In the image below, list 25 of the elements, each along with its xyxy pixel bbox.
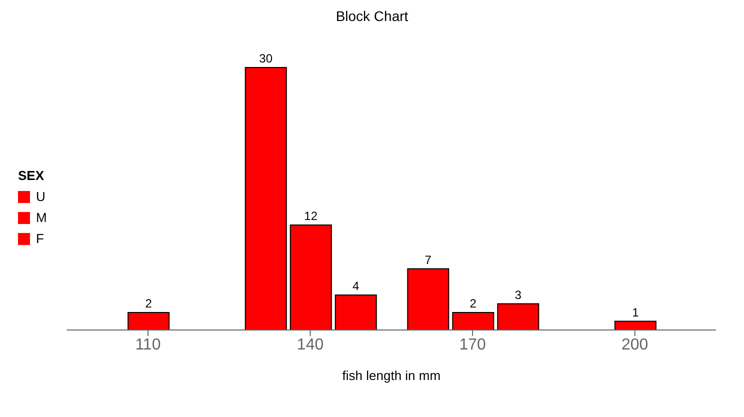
data-label: 3 [514,288,522,302]
legend-label: U [36,189,46,204]
data-label: 1 [632,305,640,320]
bar [497,303,540,330]
bar [290,224,332,330]
bar [334,294,377,330]
bar [128,312,170,330]
legend-label: F [36,231,44,246]
x-tick-label: 110 [135,336,161,354]
data-label: 4 [352,279,360,293]
x-tick-label: 200 [622,336,648,354]
x-axis-title: fish length in mm [342,368,441,383]
data-label: 12 [304,209,318,223]
bar [244,67,287,330]
x-tick-label: 170 [459,336,486,354]
legend-label: M [36,210,47,225]
bar [452,312,494,330]
chart-title: Block Chart [334,8,410,26]
data-label: 2 [470,296,477,310]
x-tick-label: 140 [296,336,324,354]
data-label: 7 [424,252,432,267]
data-label: 2 [145,296,152,310]
legend-title: SEX [18,168,46,183]
data-label: 30 [259,52,273,66]
bar [407,268,450,330]
